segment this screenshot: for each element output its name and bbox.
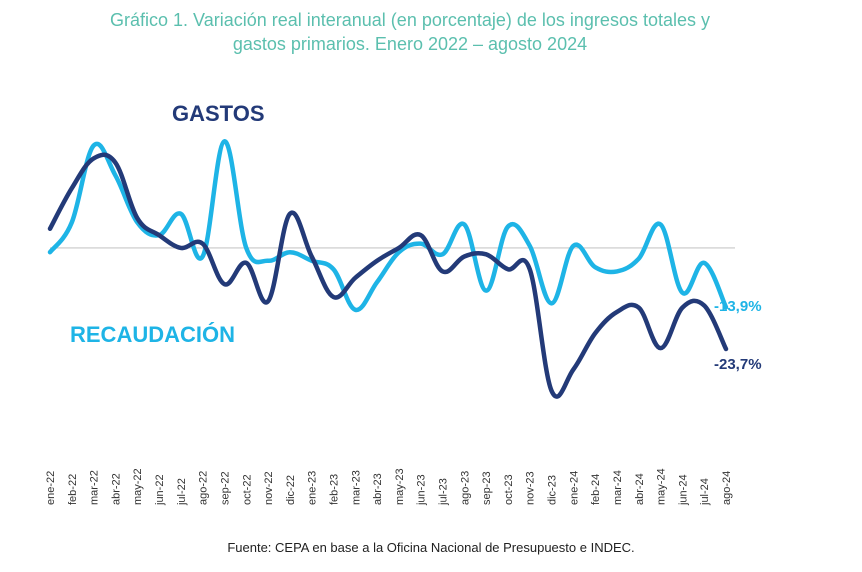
x-tick-label: abr-23	[372, 473, 384, 505]
x-tick-label: ago-22	[198, 471, 210, 505]
x-tick-label: ago-24	[721, 471, 733, 505]
source-note: Fuente: CEPA en base a la Oficina Nacion…	[227, 540, 635, 555]
series-line-gastos	[47, 152, 729, 399]
x-tick-label: nov-22	[263, 471, 275, 505]
x-tick-label: jun-24	[677, 474, 689, 506]
x-tick-label: jul-22	[176, 478, 188, 506]
x-axis-tick-labels: ene-22 feb-22 mar-22 abr-22 may-22 jun-22 jul-…	[45, 468, 733, 506]
x-tick-label: ene-23	[307, 471, 319, 505]
x-tick-label: feb-22	[67, 474, 79, 505]
series-lines	[47, 139, 729, 399]
x-tick-label: jun-23	[416, 474, 428, 506]
x-tick-label: ago-23	[459, 471, 471, 505]
x-tick-label: abr-22	[110, 473, 122, 505]
x-tick-label: mar-24	[612, 470, 624, 505]
x-tick-label: oct-22	[241, 474, 253, 505]
series-label-gastos: GASTOS	[172, 101, 265, 126]
x-tick-label: mar-23	[350, 470, 362, 505]
x-tick-label: sep-23	[481, 471, 493, 505]
x-tick-label: ene-22	[45, 471, 57, 505]
x-tick-label: jul-24	[699, 478, 711, 506]
x-tick-label: feb-23	[328, 474, 340, 505]
x-tick-label: jul-23	[438, 478, 450, 506]
x-tick-label: may-24	[656, 468, 668, 505]
end-label-gastos: -23,7%	[714, 356, 762, 373]
x-tick-label: dic-23	[547, 475, 559, 505]
chart-title-line1: Gráfico 1. Variación real interanual (en…	[110, 10, 710, 30]
x-tick-label: abr-24	[634, 473, 646, 505]
x-tick-label: ene-24	[568, 471, 580, 505]
series-line-recaudacion	[47, 139, 729, 313]
x-tick-label: may-23	[394, 468, 406, 505]
end-label-recaudacion: -13,9%	[714, 298, 762, 315]
line-chart: ene-22 feb-22 mar-22 abr-22 may-22 jun-22 jul-…	[45, 101, 762, 506]
chart-title: Gráfico 1. Variación real interanual (en…	[0, 8, 820, 56]
x-tick-label: may-22	[132, 468, 144, 505]
x-tick-label: feb-24	[590, 474, 602, 505]
chart-title-line2: gastos primarios. Enero 2022 – agosto 20…	[232, 34, 588, 54]
x-tick-label: jun-22	[154, 474, 166, 506]
x-tick-label: nov-23	[525, 471, 537, 505]
series-label-recaudacion: RECAUDACIÓN	[70, 322, 235, 347]
x-tick-label: mar-22	[89, 470, 101, 505]
x-tick-label: dic-22	[285, 475, 297, 505]
x-tick-label: oct-23	[503, 474, 515, 505]
x-tick-label: sep-22	[219, 471, 231, 505]
